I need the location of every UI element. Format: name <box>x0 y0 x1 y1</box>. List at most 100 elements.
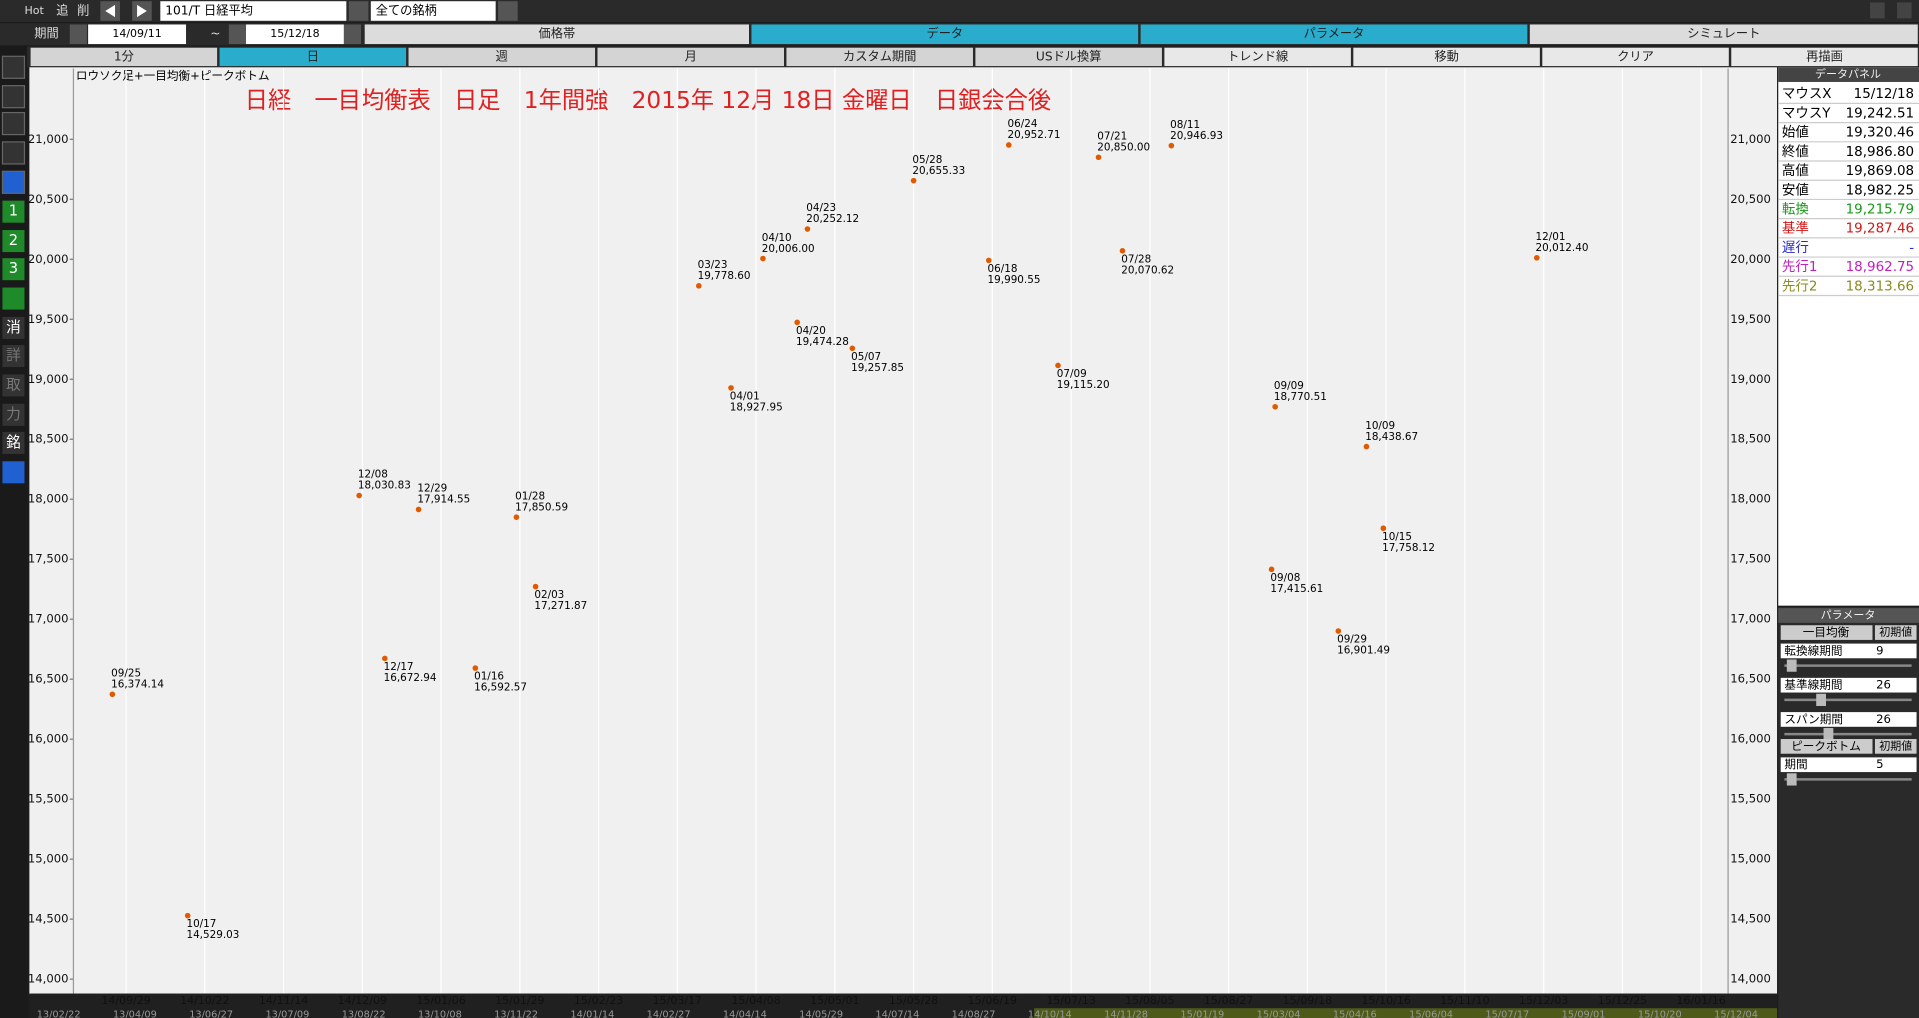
tool-button[interactable] <box>2 200 25 223</box>
param-value: 26 <box>1876 678 1891 692</box>
tool-button[interactable] <box>2 431 25 454</box>
tool-button[interactable] <box>2 461 25 484</box>
peak-date: 09/08 <box>1270 572 1300 584</box>
peak-value: 20,952.71 <box>1008 129 1061 141</box>
tool-icon[interactable] <box>1 85 26 109</box>
period-button[interactable] <box>30 47 218 67</box>
tool-button[interactable] <box>2 374 25 397</box>
panel-title: パラメータ <box>1821 608 1876 621</box>
peak-bottom-marker <box>696 283 702 289</box>
row-label: 終値 <box>1782 144 1809 160</box>
period-button[interactable] <box>597 47 784 67</box>
tool-label: 消 <box>6 319 21 336</box>
period-button[interactable] <box>219 47 407 67</box>
tool-button[interactable] <box>2 287 25 310</box>
y-tick-label-right: 16,500 <box>1730 672 1771 686</box>
tool-button[interactable] <box>2 230 25 253</box>
button-label: クリア <box>1617 49 1654 63</box>
tab[interactable] <box>1140 24 1528 45</box>
reset-button[interactable] <box>1874 739 1917 754</box>
scroll-date: 14/04/14 <box>723 1009 767 1018</box>
delete-button: 削 <box>77 4 89 18</box>
universe-name: 全ての銘柄 <box>376 3 437 18</box>
tab[interactable] <box>751 24 1139 45</box>
row-value: 18,982.25 <box>1846 183 1914 198</box>
slider-thumb[interactable] <box>1816 693 1826 706</box>
row-value: 19,215.79 <box>1846 202 1914 217</box>
window-button[interactable] <box>1896 2 1912 19</box>
panel-header <box>1778 67 1919 82</box>
peak-value: 14,529.03 <box>186 929 239 941</box>
symbol-box[interactable] <box>160 1 347 21</box>
row-value: 19,869.08 <box>1846 164 1914 179</box>
scroll-date: 13/11/22 <box>494 1009 538 1018</box>
x-tick-label: 15/12/03 <box>1519 994 1568 1007</box>
row-label: 始値 <box>1782 125 1809 141</box>
peak-value: 17,758.12 <box>1382 542 1435 554</box>
peak-date: 04/23 <box>806 202 836 214</box>
x-tick-label: 15/05/28 <box>889 994 938 1007</box>
row-label: 先行2 <box>1782 278 1817 294</box>
peak-bottom-marker <box>513 514 520 520</box>
symbol-dropdown[interactable] <box>348 1 369 21</box>
period-button[interactable] <box>1353 47 1540 67</box>
period-button[interactable] <box>1164 47 1351 67</box>
button-label: 日 <box>307 49 319 63</box>
peak-bottom-marker <box>760 255 766 262</box>
hot-button: Hot <box>24 4 44 17</box>
peak-bottom-marker <box>532 583 539 590</box>
y-tick-label-right: 15,500 <box>1730 792 1771 806</box>
row-value: 15/12/18 <box>1854 87 1914 102</box>
slider-thumb[interactable] <box>1823 728 1834 741</box>
peak-date: 01/16 <box>474 671 504 683</box>
y-tick-label: 17,500 <box>28 552 69 566</box>
y-tick-label: 16,000 <box>28 732 69 746</box>
tool-button[interactable] <box>2 258 25 281</box>
scroll-date: 14/02/27 <box>647 1009 691 1018</box>
period-to: 15/12/18 <box>270 27 319 40</box>
slider-thumb[interactable] <box>1786 773 1797 786</box>
x-tick-label: 15/05/01 <box>810 994 859 1007</box>
date-prev[interactable] <box>228 24 246 45</box>
tab[interactable] <box>364 24 749 45</box>
peak-value: 17,271.87 <box>534 600 587 612</box>
date-next[interactable] <box>343 24 362 45</box>
date-from-box[interactable] <box>88 24 187 45</box>
peak-value: 16,901.49 <box>1337 645 1390 657</box>
period-button[interactable] <box>408 47 596 67</box>
peak-bottom-marker <box>382 655 388 662</box>
scroll-thumb[interactable] <box>1034 1008 1778 1018</box>
peak-date: 10/15 <box>1382 531 1412 543</box>
universe-dropdown[interactable] <box>498 1 518 21</box>
scroll-date: 13/06/27 <box>189 1009 233 1018</box>
tool-button[interactable] <box>2 403 25 426</box>
y-tick-label-right: 14,500 <box>1730 912 1771 926</box>
button-label: 1分 <box>114 49 134 63</box>
tool-button[interactable] <box>2 316 25 339</box>
tool-icon[interactable] <box>1 55 26 79</box>
period-button[interactable] <box>1731 47 1918 67</box>
tool-icon[interactable] <box>1 141 26 165</box>
period-button[interactable] <box>786 47 973 67</box>
row-value: 19,242.51 <box>1846 106 1914 121</box>
peak-value: 19,778.60 <box>698 270 751 282</box>
tool-icon[interactable] <box>1 170 26 194</box>
universe-box[interactable] <box>370 1 496 21</box>
date-prev[interactable] <box>69 24 87 45</box>
reset-button[interactable] <box>1874 625 1917 640</box>
tab[interactable] <box>1529 24 1918 45</box>
y-tick-label: 15,500 <box>28 792 69 806</box>
symbol-name: 101/T 日経平均 <box>165 4 253 18</box>
button-label: カスタム期間 <box>843 49 916 63</box>
window-button[interactable] <box>1870 2 1885 19</box>
peak-value: 17,850.59 <box>515 501 568 513</box>
peak-bottom-marker <box>1335 628 1342 634</box>
peak-date: 06/18 <box>988 263 1018 275</box>
period-button[interactable] <box>1542 47 1729 67</box>
peak-bottom-marker <box>1119 247 1126 254</box>
slider-thumb[interactable] <box>1786 659 1797 672</box>
date-to-box[interactable] <box>245 24 344 45</box>
tool-button[interactable] <box>2 345 25 368</box>
tool-icon[interactable] <box>1 111 26 136</box>
period-button[interactable] <box>975 47 1162 67</box>
